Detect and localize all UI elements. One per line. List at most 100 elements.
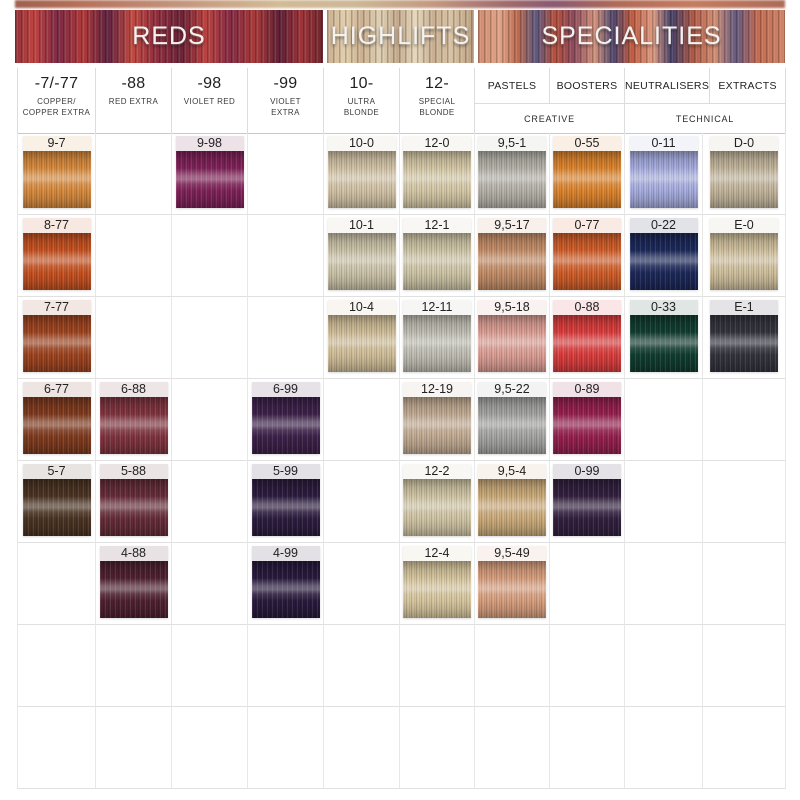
swatch-color [629, 151, 698, 208]
grid-cell: D-0 [702, 133, 786, 215]
swatch-card: E-1 [710, 300, 778, 372]
swatch-color [478, 561, 546, 618]
grid-cell: 0-33 [624, 297, 702, 379]
banner-title-reds: REDS [132, 22, 206, 50]
grid-cell: 9,5-1 [474, 133, 549, 215]
swatch-color [22, 233, 91, 290]
grid-cell: 9,5-22 [474, 379, 549, 461]
swatch-card: 9,5-1 [478, 136, 546, 208]
swatch-card: 12-2 [403, 464, 471, 536]
swatch-code-label: 0-89 [553, 382, 621, 397]
grid-cell [323, 625, 399, 707]
grid-cell [549, 707, 624, 789]
shade-name: SPECIAL BLONDE [418, 97, 456, 117]
swatch-card: 9-98 [175, 136, 244, 208]
grid-cell: 5-88 [95, 461, 171, 543]
swatch-color [553, 479, 621, 536]
swatch-code-label: E-0 [710, 218, 778, 233]
swatch-card: 9,5-4 [478, 464, 546, 536]
swatch-card: 12-19 [403, 382, 471, 454]
grid-cell [171, 707, 247, 789]
grid-cell [399, 707, 474, 789]
swatch-color [710, 315, 778, 372]
shade-name: RED EXTRA [108, 97, 159, 106]
swatch-color [553, 151, 621, 208]
swatch-color [403, 479, 471, 536]
banner-section-reds: REDS [15, 10, 323, 63]
column-header-pastels: PASTELS [487, 79, 537, 92]
swatch-card: 5-99 [251, 464, 320, 536]
swatch-card: 9,5-17 [478, 218, 546, 290]
grid-cell [399, 625, 474, 707]
grid-cell [171, 379, 247, 461]
grid-cell [247, 625, 323, 707]
swatch-color [251, 561, 320, 618]
grid-cell [95, 707, 171, 789]
grid-cell [702, 625, 786, 707]
banner-section-highlifts: HIGHLIFTS [327, 10, 474, 63]
column-header-red-extra: -88 RED EXTRA [95, 68, 171, 133]
grid-cell [171, 625, 247, 707]
swatch-card: 5-7 [22, 464, 91, 536]
hair-texture [327, 10, 474, 63]
grid-cell: 9,5-18 [474, 297, 549, 379]
grid-cell [323, 461, 399, 543]
grid-cell: 12-0 [399, 133, 474, 215]
grid-cell [702, 379, 786, 461]
grid-cell [247, 133, 323, 215]
swatch-color [403, 315, 471, 372]
swatch-color [629, 315, 698, 372]
swatch-color [22, 479, 91, 536]
grid-cell [95, 625, 171, 707]
swatch-card: 7-77 [22, 300, 91, 372]
grid-cell: E-1 [702, 297, 786, 379]
grid-cell [624, 461, 702, 543]
swatch-code-label: 5-7 [22, 464, 91, 479]
grid-cell [95, 215, 171, 297]
swatch-color [553, 315, 621, 372]
swatch-color [553, 397, 621, 454]
column-header-violet-extra: -99 VIOLET EXTRA [247, 68, 323, 133]
swatch-color [403, 233, 471, 290]
shade-code: -7/-77 [34, 75, 79, 92]
swatch-code-label: 12-1 [403, 218, 471, 233]
swatch-code-label: 0-99 [553, 464, 621, 479]
swatch-code-label: 9,5-22 [478, 382, 546, 397]
swatch-color [22, 151, 91, 208]
swatch-code-label: 4-88 [99, 546, 168, 561]
swatch-card: 6-77 [22, 382, 91, 454]
grid-cell [17, 543, 95, 625]
grid-cell: 10-4 [323, 297, 399, 379]
swatch-card: E-0 [710, 218, 778, 290]
swatch-code-label: 9,5-1 [478, 136, 546, 151]
swatch-color [403, 561, 471, 618]
swatch-card: 5-88 [99, 464, 168, 536]
grid-cell: 4-88 [95, 543, 171, 625]
swatch-code-label: 12-2 [403, 464, 471, 479]
swatch-color [478, 233, 546, 290]
swatch-color [99, 479, 168, 536]
swatch-code-label: 0-55 [553, 136, 621, 151]
grid-cell: 12-11 [399, 297, 474, 379]
grid-cell [702, 707, 786, 789]
swatch-card: 0-33 [629, 300, 698, 372]
shade-name: VIOLET RED [183, 97, 236, 106]
swatch-grid: 9-7 9-98 10-0 12-0 9,5-1 0-55 0-11 D-0 8-77 10-1 1… [17, 133, 786, 789]
grid-cell: 12-1 [399, 215, 474, 297]
swatch-card: 10-4 [327, 300, 396, 372]
swatch-color [629, 233, 698, 290]
swatch-code-label: 10-1 [327, 218, 396, 233]
swatch-code-label: 8-77 [22, 218, 91, 233]
grid-cell [17, 625, 95, 707]
swatch-card: 9-7 [22, 136, 91, 208]
swatch-code-label: 0-22 [629, 218, 698, 233]
swatch-color [327, 151, 396, 208]
swatch-color [478, 397, 546, 454]
swatch-card: 0-88 [553, 300, 621, 372]
grid-cell [549, 625, 624, 707]
grid-cell: 12-19 [399, 379, 474, 461]
swatch-card: 0-55 [553, 136, 621, 208]
banner-title-specialities: SPECIALITIES [541, 22, 722, 50]
swatch-card: 12-1 [403, 218, 471, 290]
swatch-code-label: 9,5-4 [478, 464, 546, 479]
